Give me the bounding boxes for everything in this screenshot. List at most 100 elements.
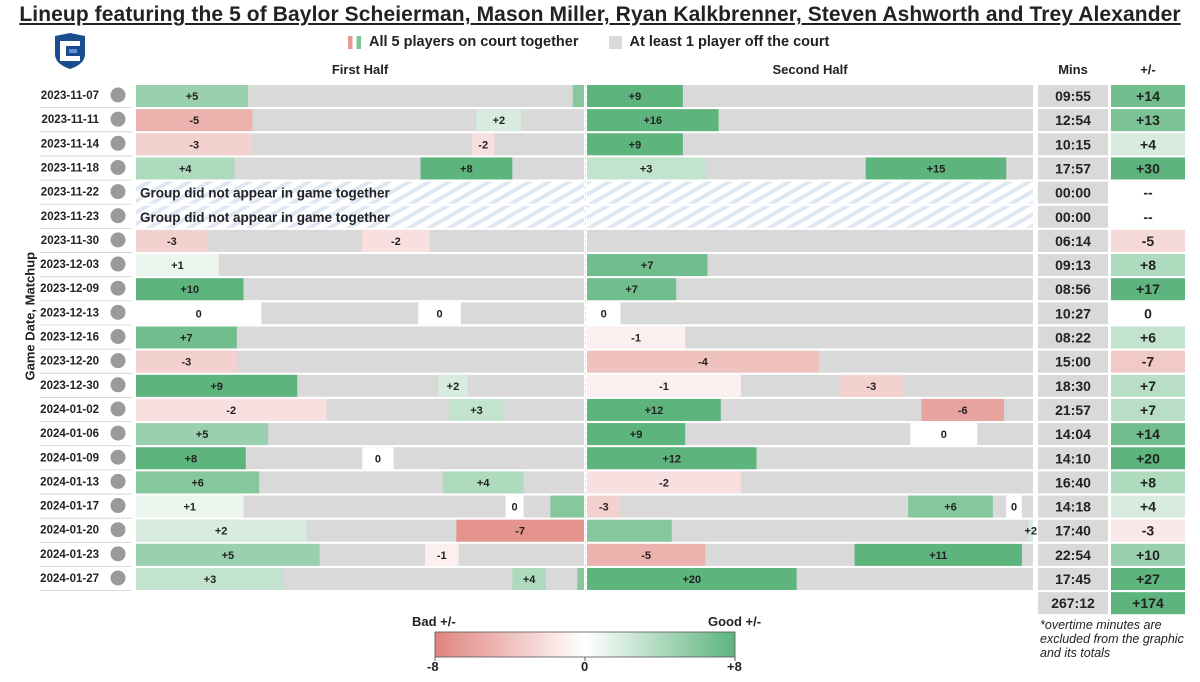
pm-cell: [1111, 398, 1185, 421]
segment-pm-label: +10: [180, 284, 199, 296]
segment-pm-label: -5: [189, 115, 199, 127]
segment-pm-label: -2: [226, 405, 236, 417]
chippewa-icon: [110, 280, 126, 296]
segment-pm-label: +8: [460, 163, 473, 175]
row-date-label: 2024-01-27: [40, 573, 99, 585]
on-court-segment: [136, 254, 219, 277]
segment-pm-label: +3: [640, 163, 653, 175]
segment-pm-label: 0: [436, 308, 442, 320]
on-court-segment: [136, 423, 269, 446]
on-court-segment: [587, 157, 706, 180]
on-court-segment: [1028, 519, 1033, 542]
segment-pm-label: +9: [629, 91, 642, 103]
row-date-label: 2024-01-13: [40, 476, 99, 488]
segment-pm-label: +12: [662, 453, 681, 465]
row-date-label: 2023-12-16: [40, 332, 99, 344]
n-logo-icon: [110, 256, 126, 272]
mins-value: 17:40: [1055, 523, 1091, 539]
segment-pm-label: +15: [927, 163, 946, 175]
unlv-icon: [110, 304, 126, 320]
colorbar-min-label: -8: [427, 659, 439, 674]
shield-logo-icon: [110, 159, 126, 175]
mins-total: 267:12: [1051, 595, 1095, 611]
on-court-segment: [587, 254, 708, 277]
pm-value: +10: [1136, 547, 1160, 563]
segment-pm-label: 0: [511, 502, 517, 514]
on-court-segment: [587, 302, 621, 325]
on-court-segment: [472, 133, 495, 156]
mins-cell: [1038, 229, 1108, 252]
segment-pm-label: -1: [659, 381, 669, 393]
mins-value: 00:00: [1055, 209, 1091, 225]
segment-pm-label: -1: [631, 333, 641, 345]
row-date-label: 2024-01-06: [40, 428, 99, 440]
segment-pm-label: +2: [493, 115, 506, 127]
pm-cell: [1111, 229, 1185, 252]
segment-pm-label: +9: [630, 429, 643, 441]
first-half-off-bar: [136, 229, 584, 252]
row-date-label: 2023-12-13: [40, 307, 99, 319]
segment-pm-label: +1: [183, 502, 196, 514]
segment-pm-label: +2: [1024, 526, 1037, 538]
segment-pm-label: +12: [645, 405, 664, 417]
on-court-segment: [136, 109, 253, 132]
on-court-segment: [136, 398, 327, 421]
row-date-label: 2023-11-23: [41, 211, 99, 223]
segment-pm-label: +7: [641, 260, 654, 272]
mins-value: 14:04: [1055, 426, 1091, 442]
segment-pm-label: -7: [515, 526, 525, 538]
l-logo-icon: [110, 184, 126, 200]
mins-value: 06:14: [1055, 233, 1091, 249]
pm-total-cell: [1111, 592, 1185, 615]
mins-cell: [1038, 157, 1108, 180]
on-court-segment: [587, 350, 819, 373]
segment-pm-label: +7: [180, 333, 193, 345]
segment-pm-label: +3: [204, 574, 217, 586]
first-half-off-bar: [136, 495, 584, 518]
pm-cell: [1111, 447, 1185, 470]
row-date-label: 2023-12-30: [40, 380, 99, 392]
segment-pm-label: 0: [941, 429, 947, 441]
pm-value: +17: [1136, 281, 1160, 297]
on-court-segment: [587, 471, 741, 494]
legend-on-label: All 5 players on court together: [369, 34, 579, 50]
segment-pm-label: -3: [189, 139, 199, 151]
on-court-segment: [418, 302, 461, 325]
on-court-segment: [136, 229, 208, 252]
segment-pm-label: +7: [625, 284, 638, 296]
pm-value: -3: [1142, 523, 1155, 539]
pm-cell: [1111, 181, 1185, 204]
mins-cell: [1038, 85, 1108, 107]
on-court-segment: [136, 471, 260, 494]
mins-value: 17:57: [1055, 160, 1091, 176]
on-court-segment: [136, 85, 248, 107]
first-half-no-appear: [136, 181, 584, 204]
legend-off-swatch: [608, 35, 622, 49]
pm-cell: [1111, 374, 1185, 397]
mins-cell: [1038, 278, 1108, 301]
on-court-segment: [854, 543, 1022, 566]
mins-cell: [1038, 350, 1108, 373]
second-half-header: Second Half: [772, 62, 848, 77]
row-date-label: 2024-01-17: [40, 501, 99, 513]
second-half-no-appear: [587, 181, 1033, 204]
on-court-segment: [442, 471, 524, 494]
mins-cell: [1038, 109, 1108, 132]
first-half-off-bar: [136, 278, 584, 301]
colorbar-good-label: Good +/-: [708, 614, 762, 629]
on-court-segment: [587, 568, 797, 590]
first-half-off-bar: [136, 350, 584, 373]
pm-cell: [1111, 471, 1185, 494]
mins-cell: [1038, 423, 1108, 446]
mins-value: 08:22: [1055, 330, 1091, 346]
legend-on: All 5 players on court together: [348, 34, 579, 50]
row-date-label: 2023-12-20: [40, 356, 99, 368]
pm-cell: [1111, 326, 1185, 349]
second-half-off-bar: [587, 302, 1033, 325]
on-court-segment: [587, 374, 741, 397]
colorbar-mid-label: 0: [581, 659, 589, 674]
bison-icon: [110, 111, 126, 127]
row-date-label: 2023-12-03: [40, 259, 99, 271]
segment-pm-label: -3: [866, 381, 876, 393]
